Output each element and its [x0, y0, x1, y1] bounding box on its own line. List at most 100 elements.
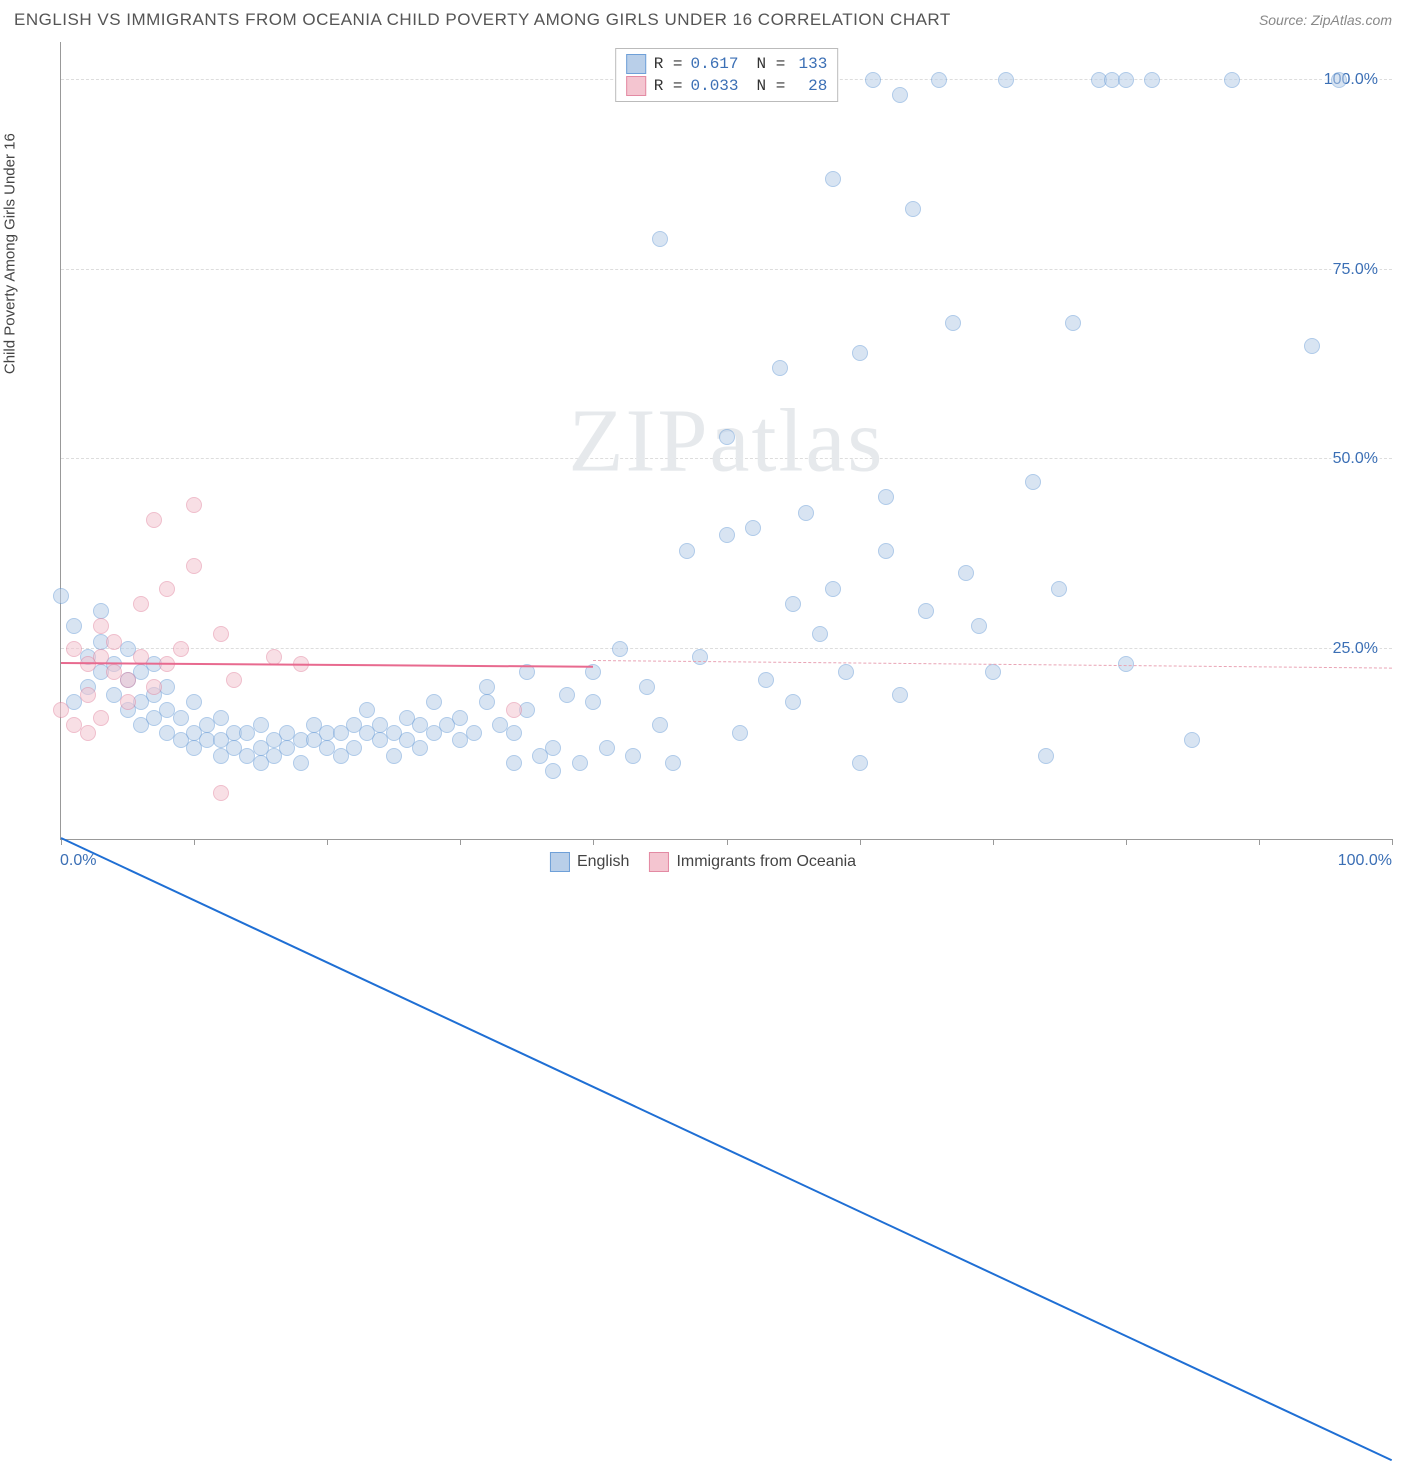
- data-point: [998, 72, 1014, 88]
- legend-r-label: R =: [654, 77, 683, 95]
- legend-item: English: [550, 852, 629, 872]
- data-point: [452, 710, 468, 726]
- data-point: [719, 429, 735, 445]
- legend-r-label: R =: [654, 55, 683, 73]
- data-point: [213, 626, 229, 642]
- data-point: [692, 649, 708, 665]
- legend-stat-row: R = 0.617 N = 133: [626, 53, 828, 75]
- legend-label: Immigrants from Oceania: [676, 853, 856, 871]
- data-point: [812, 626, 828, 642]
- legend-n-label: N =: [757, 55, 786, 73]
- data-point: [213, 710, 229, 726]
- data-point: [1331, 72, 1347, 88]
- legend-swatch: [550, 852, 570, 872]
- data-point: [66, 641, 82, 657]
- data-point: [1118, 72, 1134, 88]
- data-point: [213, 785, 229, 801]
- chart-title: ENGLISH VS IMMIGRANTS FROM OCEANIA CHILD…: [14, 10, 951, 30]
- data-point: [732, 725, 748, 741]
- data-point: [80, 725, 96, 741]
- data-point: [559, 687, 575, 703]
- data-point: [253, 717, 269, 733]
- data-point: [971, 618, 987, 634]
- plot-area: ZIPatlas R =0.617N =133R =0.033N =28 25.…: [60, 42, 1392, 840]
- x-tick: [993, 839, 994, 845]
- data-point: [80, 687, 96, 703]
- legend-stat-row: R =0.033N =28: [626, 75, 828, 97]
- data-point: [545, 763, 561, 779]
- data-point: [479, 679, 495, 695]
- data-point: [1184, 732, 1200, 748]
- data-point: [838, 664, 854, 680]
- data-point: [53, 702, 69, 718]
- data-point: [159, 581, 175, 597]
- data-point: [53, 588, 69, 604]
- data-point: [945, 315, 961, 331]
- data-point: [785, 596, 801, 612]
- x-tick: [327, 839, 328, 845]
- data-point: [106, 634, 122, 650]
- data-point: [798, 505, 814, 521]
- x-tick: [1392, 839, 1393, 845]
- data-point: [186, 694, 202, 710]
- data-point: [665, 755, 681, 771]
- data-point: [359, 702, 375, 718]
- data-point: [186, 497, 202, 513]
- data-point: [572, 755, 588, 771]
- data-point: [173, 641, 189, 657]
- legend-swatch: [626, 76, 646, 96]
- y-tick-label: 50.0%: [1331, 450, 1380, 468]
- x-tick: [593, 839, 594, 845]
- data-point: [186, 558, 202, 574]
- data-point: [639, 679, 655, 695]
- data-point: [545, 740, 561, 756]
- data-point: [1065, 315, 1081, 331]
- data-point: [785, 694, 801, 710]
- data-point: [1224, 72, 1240, 88]
- gridline: [61, 648, 1392, 649]
- trend-line: [61, 837, 1393, 1461]
- data-point: [120, 694, 136, 710]
- legend-r-value: 0.617: [691, 55, 749, 73]
- gridline: [61, 269, 1392, 270]
- source-label: Source: ZipAtlas.com: [1259, 12, 1392, 28]
- data-point: [958, 565, 974, 581]
- x-tick: [1126, 839, 1127, 845]
- data-point: [852, 345, 868, 361]
- data-point: [1051, 581, 1067, 597]
- data-point: [93, 603, 109, 619]
- data-point: [226, 672, 242, 688]
- header: ENGLISH VS IMMIGRANTS FROM OCEANIA CHILD…: [0, 0, 1406, 38]
- legend-item: Immigrants from Oceania: [649, 852, 856, 872]
- data-point: [506, 702, 522, 718]
- legend-series: English Immigrants from Oceania: [550, 852, 856, 872]
- data-point: [758, 672, 774, 688]
- data-point: [133, 596, 149, 612]
- data-point: [878, 489, 894, 505]
- data-point: [652, 717, 668, 733]
- data-point: [625, 748, 641, 764]
- data-point: [918, 603, 934, 619]
- y-tick-label: 25.0%: [1331, 640, 1380, 658]
- data-point: [772, 360, 788, 376]
- data-point: [293, 755, 309, 771]
- legend-n-value: 133: [793, 55, 827, 73]
- data-point: [173, 710, 189, 726]
- gridline: [61, 458, 1392, 459]
- data-point: [905, 201, 921, 217]
- data-point: [825, 581, 841, 597]
- data-point: [892, 687, 908, 703]
- y-axis-label: Child Poverty Among Girls Under 16: [2, 133, 19, 374]
- x-tick: [194, 839, 195, 845]
- data-point: [146, 679, 162, 695]
- data-point: [719, 527, 735, 543]
- data-point: [93, 618, 109, 634]
- x-tick: [1259, 839, 1260, 845]
- data-point: [878, 543, 894, 559]
- data-point: [146, 512, 162, 528]
- data-point: [426, 694, 442, 710]
- data-point: [386, 748, 402, 764]
- legend-label: English: [577, 853, 629, 871]
- data-point: [745, 520, 761, 536]
- legend-swatch: [649, 852, 669, 872]
